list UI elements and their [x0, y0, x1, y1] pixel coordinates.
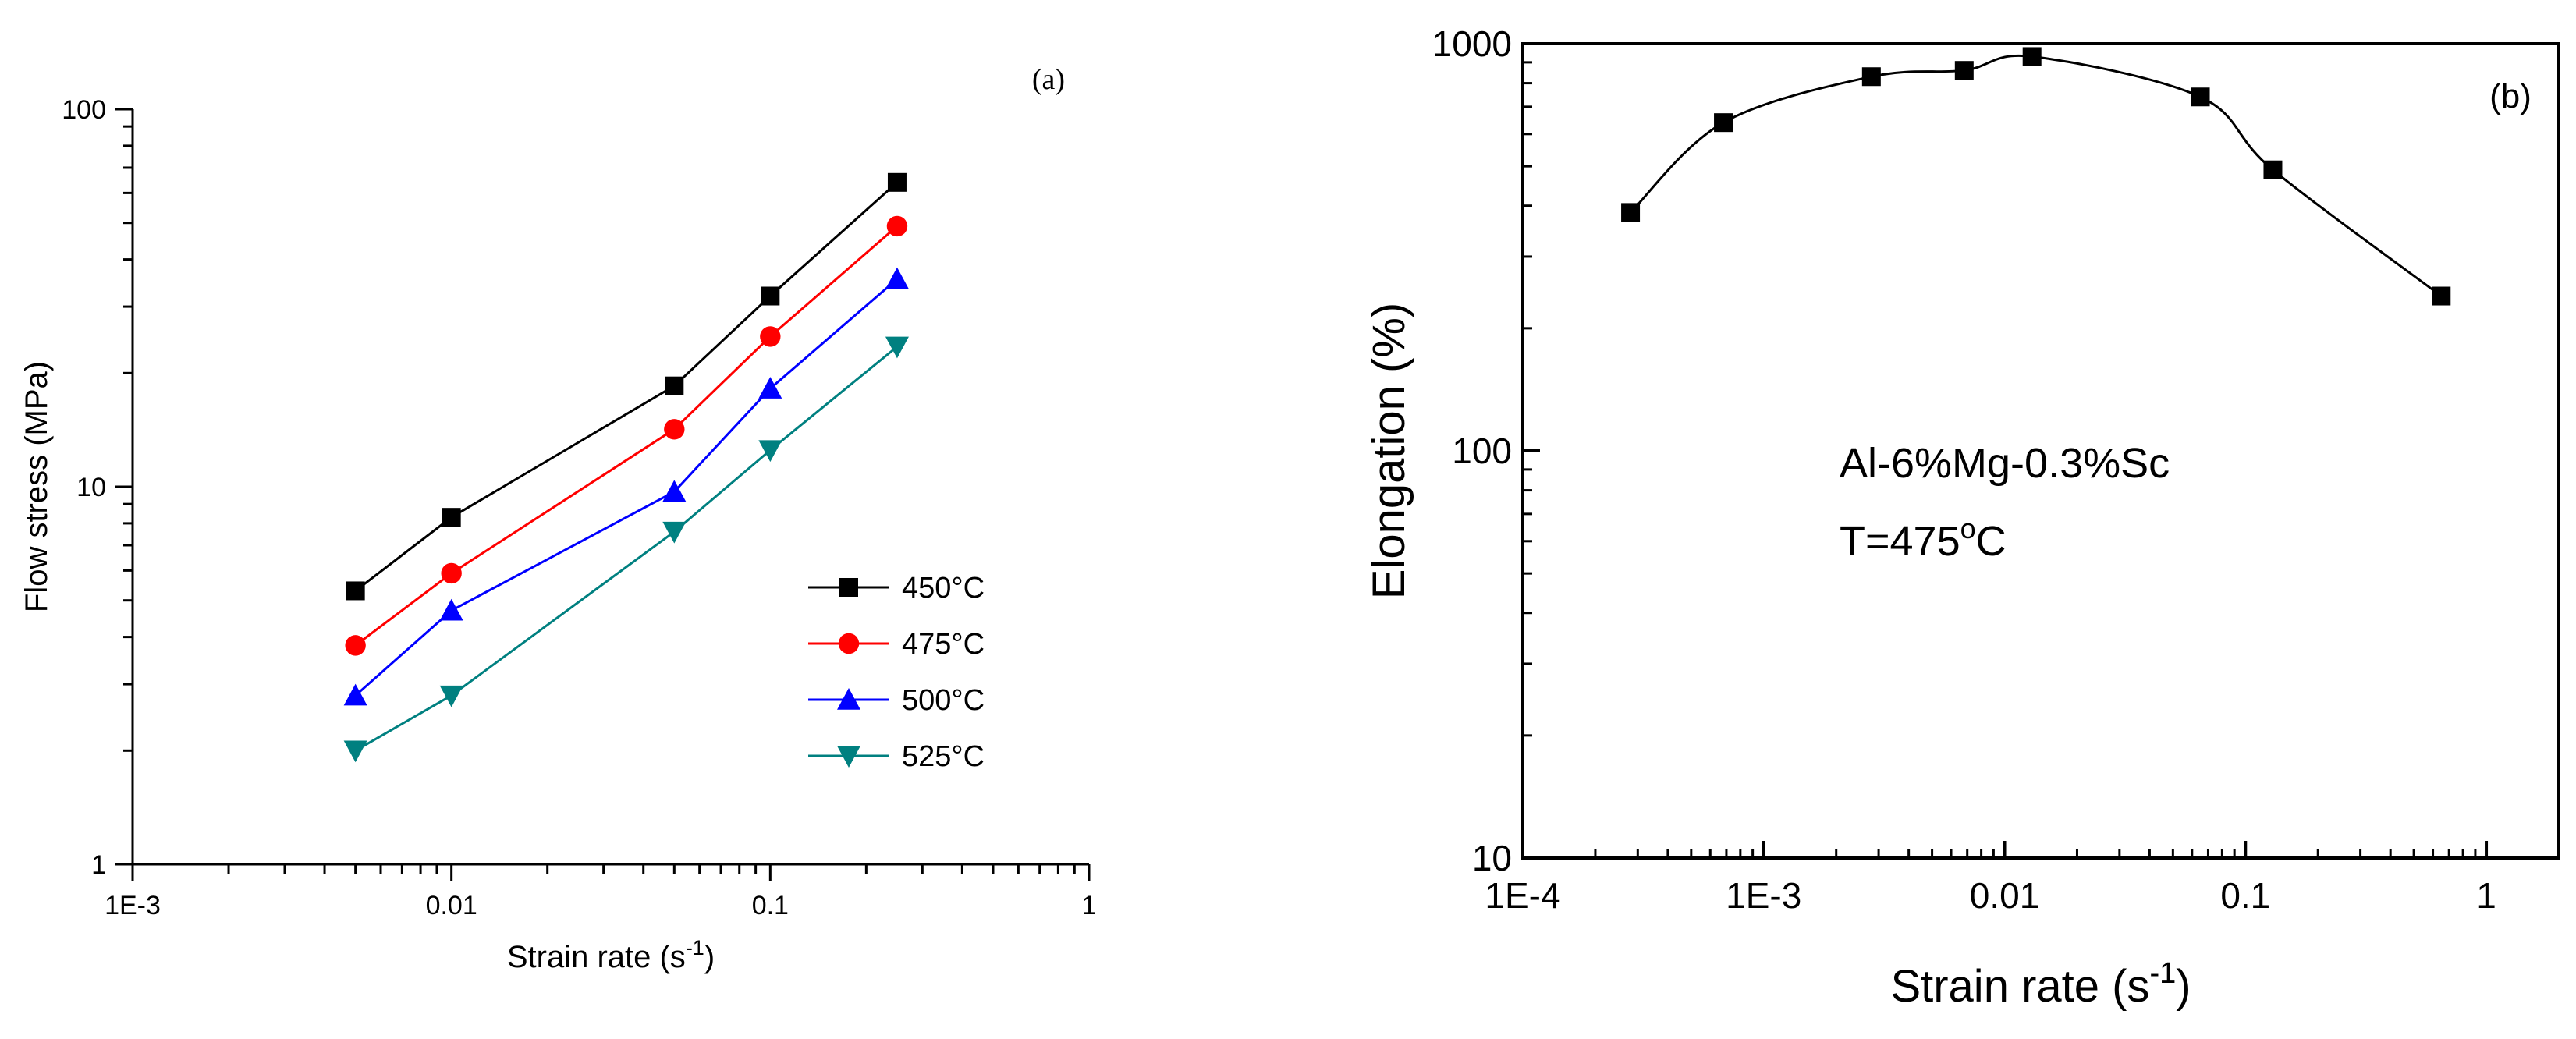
- panel-b-annotation-temp-degree: o: [1960, 512, 1976, 544]
- legend-label-450: 450°C: [902, 572, 985, 605]
- panel-a-point-450: [346, 581, 365, 601]
- panel-b-y-axis-title: Elongation (%): [1364, 303, 1414, 599]
- panel-a-x-tick-label: 1E-3: [105, 891, 161, 920]
- panel-a-point-475: [760, 326, 781, 347]
- panel-a-series-line-450: [354, 181, 898, 592]
- panel-a-point-450: [442, 508, 461, 527]
- panel-a-x-tick-label: 0.1: [752, 891, 789, 920]
- panel-b-x-title-end: ): [2176, 961, 2191, 1012]
- panel-b-annotation-temp-unit: C: [1976, 518, 2007, 565]
- panel-b-series-curve: [1630, 54, 2443, 297]
- panel-b-annotation-alloy: Al-6%Mg-0.3%Sc: [1840, 440, 2170, 487]
- panel-b-x-tick-label: 1: [2476, 875, 2496, 916]
- panel-a-x-title-sup: -1: [686, 936, 704, 959]
- panel-a-point-475: [441, 562, 462, 584]
- panel-a-point-525: [885, 336, 909, 359]
- legend-marker-475: [838, 633, 860, 654]
- panel-b-series: [1621, 47, 2451, 306]
- panel-a-x-tick-label: 0.01: [426, 891, 477, 920]
- panel-b-point: [1954, 61, 1974, 80]
- panel-a-legend: 450°C 475°C 500°C 525°C: [808, 572, 985, 773]
- panel-b-annotation-temp-value: T=475: [1840, 518, 1960, 565]
- panel-a-series-line-475: [354, 225, 898, 647]
- panel-a-x-axis-title: Strain rate (s-1): [507, 936, 715, 974]
- panel-a-x-title-main: Strain rate (s: [507, 940, 686, 974]
- legend-label-500: 500°C: [902, 684, 985, 717]
- panel-a-y-tick-label: 1: [91, 850, 106, 880]
- panel-b-label: (b): [2489, 77, 2532, 115]
- panel-b-point: [1714, 113, 1733, 133]
- legend-marker-450: [839, 578, 858, 597]
- panel-a-point-525: [758, 440, 782, 463]
- panel-b-x-tick-label: 1E-4: [1485, 875, 1560, 916]
- panel-a-series: [343, 172, 909, 763]
- panel-a-x-title-end: ): [704, 940, 715, 974]
- panel-b-ticks: 1E-4 1E-3 0.01 0.1 1 10 100 1000: [1432, 23, 2496, 916]
- panel-a-y-tick-label: 10: [76, 473, 106, 502]
- panel-a-point-500: [343, 683, 367, 706]
- panel-b-y-tick-label: 100: [1452, 431, 1512, 471]
- panel-b: 1E-4 1E-3 0.01 0.1 1 10 100 1000 (b) Elongation…: [1364, 23, 2560, 1012]
- panel-a-ticks: 1E-3 0.01 0.1 1 1 10 100: [62, 95, 1096, 920]
- panel-b-point: [2022, 47, 2042, 66]
- panel-a-point-475: [345, 635, 366, 656]
- panel-b-point: [2191, 87, 2210, 107]
- panel-a-point-500: [758, 377, 782, 399]
- panel-a: 1E-3 0.01 0.1 1 1 10 100 (a) Flow stress (MPa)…: [20, 63, 1096, 974]
- panel-a-point-525: [662, 521, 687, 544]
- panel-a-y-axis-title: Flow stress (MPa): [20, 361, 54, 612]
- panel-a-point-525: [343, 740, 367, 763]
- panel-a-label: (a): [1032, 63, 1065, 96]
- panel-a-point-500: [885, 267, 909, 289]
- panel-b-y-tick-label: 10: [1472, 838, 1512, 878]
- panel-b-x-title-main: Strain rate (s: [1890, 961, 2149, 1012]
- panel-a-point-500: [439, 598, 463, 621]
- panel-b-point: [1621, 203, 1641, 222]
- panel-b-x-tick-label: 0.1: [2220, 875, 2270, 916]
- panel-b-point: [2432, 286, 2451, 306]
- panel-a-x-tick-label: 1: [1082, 891, 1097, 920]
- panel-b-annotation-temperature: T=475oC: [1840, 512, 2007, 565]
- panel-a-point-500: [662, 480, 687, 502]
- panel-a-y-tick-label: 100: [62, 95, 106, 125]
- panel-b-point: [2263, 160, 2283, 179]
- panel-a-point-450: [665, 376, 684, 395]
- panel-a-point-525: [439, 685, 463, 707]
- panel-b-x-axis-title: Strain rate (s-1): [1890, 957, 2191, 1012]
- legend-label-475: 475°C: [902, 628, 985, 661]
- panel-b-y-tick-label: 1000: [1432, 23, 1512, 64]
- panel-b-x-tick-label: 1E-3: [1726, 875, 1801, 916]
- legend-marker-500: [837, 688, 860, 710]
- panel-a-point-475: [886, 215, 908, 237]
- panel-b-x-tick-label: 0.01: [1970, 875, 2040, 916]
- panel-b-point: [1861, 67, 1881, 87]
- panel-a-point-450: [887, 172, 907, 192]
- legend-marker-525: [837, 746, 860, 768]
- panel-a-series-line-525: [354, 346, 898, 752]
- panel-a-series-line-500: [354, 278, 898, 697]
- panel-a-point-450: [761, 286, 780, 306]
- legend-label-525: 525°C: [902, 740, 985, 773]
- panel-b-x-title-sup: -1: [2149, 957, 2176, 990]
- panel-a-point-475: [664, 419, 685, 440]
